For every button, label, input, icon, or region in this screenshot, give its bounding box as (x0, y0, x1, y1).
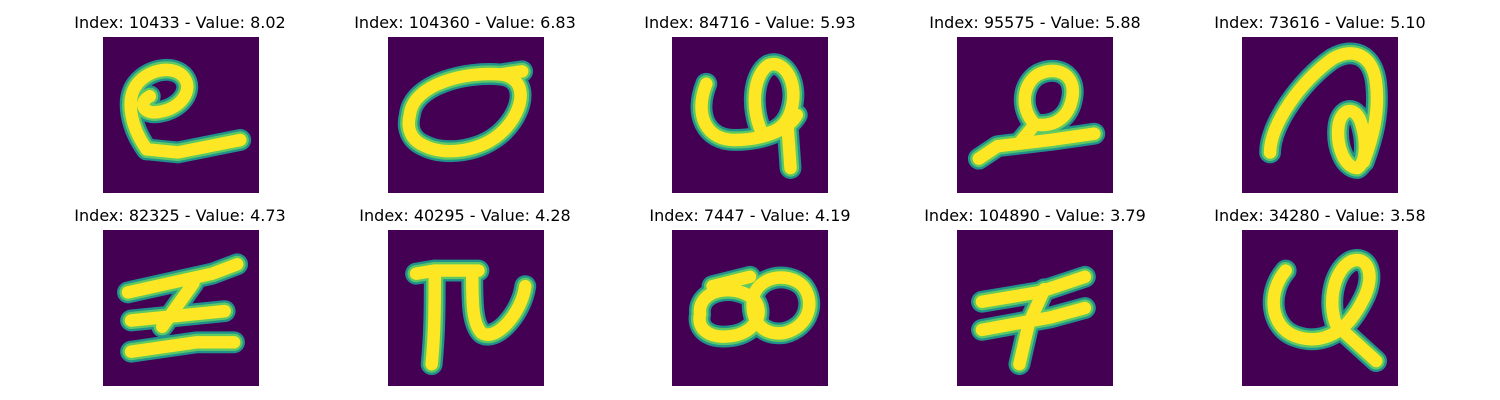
glyph-stroke-layer (975, 270, 1092, 371)
digit-image (672, 230, 828, 386)
glyph-stroke (124, 304, 231, 327)
glyph-double-loop (672, 230, 828, 386)
glyph-hook-with-loop (1242, 37, 1398, 193)
digit-image (388, 230, 544, 386)
digit-image (672, 37, 828, 193)
glyph-stroke (1335, 323, 1383, 368)
glyph-stroke (1331, 104, 1372, 175)
glyph-loop-with-base (957, 37, 1113, 193)
digit-image (1242, 37, 1398, 193)
glyph-crossed-z (103, 230, 259, 386)
panel-title: Index: 95575 - Value: 5.88 (929, 13, 1141, 32)
glyph-stroke (124, 63, 194, 156)
glyph-stroke-layer (402, 65, 529, 158)
glyph-stroke (1018, 64, 1079, 132)
glyph-stroke-layer (124, 63, 247, 159)
panel-title: Index: 40295 - Value: 4.28 (359, 206, 571, 225)
panel-title: Index: 82325 - Value: 4.73 (74, 206, 286, 225)
glyph-stroke (1326, 253, 1376, 337)
glyph-stroke (494, 65, 529, 81)
glyph-stroke (746, 271, 816, 340)
digit-image (957, 37, 1113, 193)
panel-title: Index: 7447 - Value: 4.19 (649, 206, 851, 225)
panel-title: Index: 34280 - Value: 3.58 (1214, 206, 1426, 225)
glyph-stroke-layer (1267, 253, 1383, 368)
glyph-stroke-layer (695, 57, 804, 175)
glyph-stroke (402, 67, 527, 158)
glyph-stroke (121, 258, 244, 299)
panel-title: Index: 73616 - Value: 5.10 (1214, 13, 1426, 32)
digit-image (103, 230, 259, 386)
glyph-stroke (1263, 47, 1384, 169)
glyph-stroke-layer (972, 64, 1101, 165)
digit-image (103, 37, 259, 193)
glyph-crossed-f (957, 230, 1113, 386)
glyph-u-loop-tail (1242, 230, 1398, 386)
panel-title: Index: 84716 - Value: 5.93 (644, 13, 856, 32)
glyph-stroke-layer (693, 270, 816, 343)
glyph-oval-loop (388, 37, 544, 193)
glyph-stroke (124, 336, 241, 358)
glyph-stroke (781, 118, 797, 175)
panel-title: Index: 104360 - Value: 6.83 (354, 13, 576, 32)
glyph-loop-with-tail (103, 37, 259, 193)
digit-image (388, 37, 544, 193)
glyph-stroke-layer (1263, 47, 1384, 175)
digit-image (1242, 230, 1398, 386)
glyph-stroke-layer (121, 258, 244, 358)
panel-title: Index: 10433 - Value: 8.02 (74, 13, 286, 32)
glyph-stroke (466, 267, 532, 341)
panel-title: Index: 104890 - Value: 3.79 (924, 206, 1146, 225)
digit-image (957, 230, 1113, 386)
glyph-stroke (140, 133, 247, 159)
glyph-u-with-loop (672, 37, 828, 193)
glyph-stroke (425, 264, 442, 371)
glyph-stroke-layer (409, 264, 532, 371)
glyph-stroke (1013, 118, 1042, 150)
glyph-stroke (975, 301, 1092, 337)
glyph-pi-tail (388, 230, 544, 386)
glyph-stroke (706, 270, 757, 293)
glyph-stroke (748, 57, 800, 140)
